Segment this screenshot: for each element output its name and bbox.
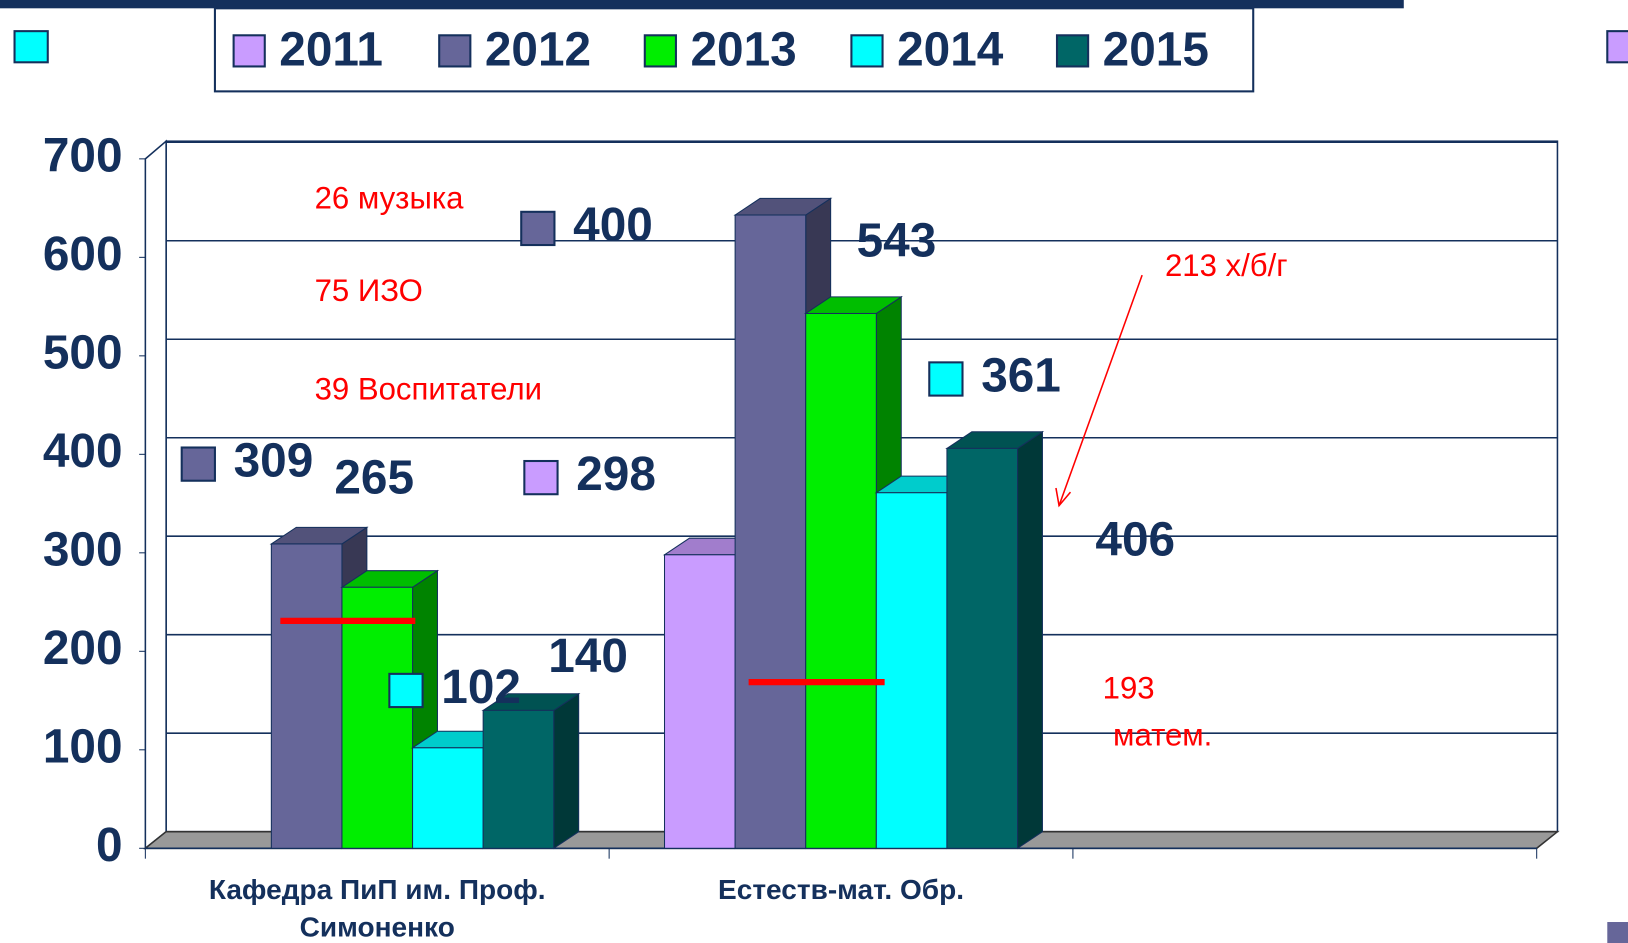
bar: [481, 692, 581, 850]
bar-side: [553, 692, 580, 850]
decor-square: [13, 30, 49, 64]
legend-label: 2015: [1103, 24, 1209, 77]
annotation: 265: [334, 451, 414, 504]
bar-side: [1017, 430, 1043, 850]
x-tick-label: Кафедра ПиП им. Проф. Симоненко: [208, 874, 546, 943]
bar-front: [482, 709, 555, 849]
annotation: 140: [548, 630, 628, 683]
y-tick-label: 300: [43, 523, 123, 576]
bar: [945, 430, 1045, 850]
bar-front: [270, 543, 343, 849]
x-tick-label-box: Кафедра ПиП им. Проф. Симоненко: [208, 874, 546, 943]
bar-front: [805, 312, 877, 849]
bar-front: [663, 554, 736, 849]
arrow-head: [1055, 487, 1072, 508]
annotation-key: [180, 446, 216, 482]
y-tick-label: 0: [96, 819, 123, 872]
annotation: 26 музыка: [315, 181, 465, 216]
bar-front: [734, 214, 807, 849]
bar-front: [412, 747, 484, 849]
annotation: 102: [441, 661, 521, 714]
bar-front: [341, 586, 414, 849]
annotation: 309: [234, 435, 314, 488]
annotation-key: [520, 210, 556, 247]
x-tick-label: Естеств-мат. Обр.: [718, 874, 965, 906]
annotation: 406: [1095, 514, 1175, 567]
legend-swatch: [850, 34, 884, 68]
y-tick-label: 200: [43, 622, 123, 675]
annotation: 400: [573, 199, 653, 252]
bar-front: [875, 492, 948, 849]
annotation-key: [523, 459, 559, 496]
legend-swatch: [232, 34, 266, 68]
y-tick-label: 400: [43, 425, 123, 478]
x-tick-label-box: Естеств-мат. Обр.: [718, 874, 965, 906]
legend-label: 2014: [897, 24, 1004, 77]
annotation: 298: [576, 448, 656, 501]
annotation: матем.: [1113, 717, 1212, 752]
top-bar: [0, 0, 1404, 9]
annotation: 543: [857, 215, 937, 268]
bar-front: [946, 447, 1019, 849]
annotation: 39 Воспитатели: [315, 372, 542, 407]
legend-swatch: [1055, 34, 1090, 68]
legend-label: 2012: [485, 24, 591, 77]
legend-swatch: [643, 34, 677, 68]
annotation: 213 х/б/г: [1165, 248, 1288, 283]
annotation-key: [928, 361, 964, 397]
legend-label: 2013: [690, 24, 796, 77]
y-tick-label: 700: [43, 129, 123, 182]
annotation: 361: [981, 350, 1061, 403]
legend-label: 2011: [279, 24, 383, 77]
annotation: 75 ИЗО: [315, 273, 423, 308]
annotation-key: [388, 672, 424, 709]
y-tick-label: 500: [43, 326, 123, 379]
side-wall: [144, 139, 167, 850]
decor-square: [1606, 30, 1628, 64]
legend-swatch: [438, 34, 472, 68]
y-tick-label: 100: [43, 720, 123, 773]
annotation: 193: [1103, 671, 1155, 706]
arrow: [1058, 274, 1143, 506]
y-tick-label: 600: [43, 228, 123, 281]
decor-square: [1607, 922, 1628, 943]
